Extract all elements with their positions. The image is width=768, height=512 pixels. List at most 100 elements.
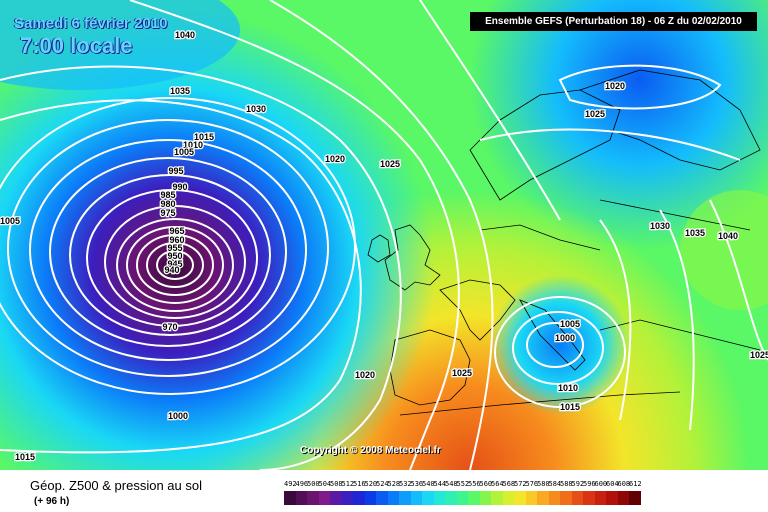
isobar-label: 990 <box>172 182 187 192</box>
scale-swatch <box>537 491 549 505</box>
scale-value: 496 <box>295 480 309 488</box>
scale-value: 600 <box>594 480 608 488</box>
scale-swatch <box>341 491 353 505</box>
scale-swatch <box>617 491 629 505</box>
scale-swatch <box>376 491 388 505</box>
scale-swatch <box>353 491 365 505</box>
scale-value: 572 <box>514 480 527 488</box>
isobar-label: 1000 <box>168 411 188 421</box>
isobar-label: 1010 <box>558 383 578 393</box>
scale-swatch <box>479 491 491 505</box>
scale-swatch <box>468 491 480 505</box>
scale-value: 544 <box>433 480 447 488</box>
scale-swatch <box>364 491 376 505</box>
isobar-label: 1010 <box>183 140 203 150</box>
scale-value: 568 <box>502 480 516 488</box>
scale-value: 560 <box>479 480 493 488</box>
scale-value: 500 <box>307 480 320 488</box>
scale-swatch <box>560 491 572 505</box>
isobar-label: 1000 <box>555 333 575 343</box>
scale-value: 580 <box>537 480 550 488</box>
isobar-label: 1015 <box>194 132 214 142</box>
scale-value: 524 <box>376 480 389 488</box>
isobar-label: 1035 <box>170 86 190 96</box>
scale-value: 512 <box>341 480 355 488</box>
legend-subtitle: (+ 96 h) <box>34 496 70 507</box>
scale-swatch <box>307 491 319 505</box>
scale-value: 532 <box>399 480 412 488</box>
isobar-label: 940 <box>164 265 179 275</box>
isobar-label: 980 <box>160 199 175 209</box>
scale-value: 504 <box>318 480 332 488</box>
legend-footer: Géop. Z500 & pression au sol (+ 96 h) 49… <box>0 470 768 512</box>
scale-swatch <box>491 491 503 505</box>
scale-swatch <box>330 491 342 505</box>
isobar-label: 1015 <box>15 452 35 462</box>
scale-value: 548 <box>445 480 458 488</box>
isobar-label: 1025 <box>452 368 472 378</box>
scale-value: 588 <box>560 480 573 488</box>
scale-value: 536 <box>410 480 424 488</box>
isobars <box>0 0 768 470</box>
isobar-label: 1025 <box>380 159 400 169</box>
scale-swatch <box>387 491 399 505</box>
forecast-date: Samedi 6 février 2010 <box>14 15 168 32</box>
scale-swatch <box>629 491 641 505</box>
weather-map: 1040103510301015101010059959909859809759… <box>0 0 768 470</box>
scale-swatch <box>594 491 606 505</box>
isobar-label: 995 <box>168 166 183 176</box>
scale-value: 528 <box>387 480 401 488</box>
isobar-label: 1020 <box>605 81 625 91</box>
isobar-label: 970 <box>162 322 177 332</box>
scale-swatch <box>571 491 583 505</box>
scale-value: 492 <box>284 480 297 488</box>
scale-value: 508 <box>330 480 343 488</box>
forecast-time: 7:00 locale <box>20 33 133 58</box>
scale-value: 520 <box>364 480 378 488</box>
scale-swatch <box>422 491 434 505</box>
isobar-label: 1035 <box>685 228 705 238</box>
isobar-label: 1030 <box>650 221 670 231</box>
scale-swatch <box>295 491 307 505</box>
isobar-labels: 1040103510301015101010059959909859809759… <box>0 29 768 464</box>
scale-value: 564 <box>491 480 504 488</box>
scale-swatch <box>606 491 618 505</box>
scale-swatch <box>548 491 560 505</box>
isobar-label: 1005 <box>0 216 20 226</box>
scale-swatch <box>514 491 526 505</box>
scale-swatch <box>433 491 445 505</box>
isobar-label: 945 <box>167 259 182 269</box>
isobar-label: 960 <box>169 235 184 245</box>
coastlines <box>367 69 761 416</box>
isobar-label: 975 <box>160 208 175 218</box>
scale-value: 584 <box>548 480 562 488</box>
isobar-label: 1025 <box>585 109 605 119</box>
isobar-label: 1020 <box>355 370 375 380</box>
scale-value: 608 <box>617 480 631 488</box>
scale-swatch <box>445 491 457 505</box>
isobar-label: 1020 <box>325 154 345 164</box>
scale-swatch <box>284 491 296 505</box>
scale-value: 592 <box>571 480 585 488</box>
isobar-label: 1040 <box>718 231 738 241</box>
copyright-notice: Copyright © 2008 Meteociel.fr <box>300 445 441 456</box>
scale-value: 552 <box>456 480 470 488</box>
scale-swatch <box>456 491 468 505</box>
color-scale-bar <box>284 491 641 505</box>
legend-title: Géop. Z500 & pression au sol <box>30 478 202 493</box>
scale-value: 556 <box>468 480 481 488</box>
isobar-label: 965 <box>169 226 184 236</box>
isobar-label: 1005 <box>560 319 580 329</box>
isobar-label: 950 <box>167 251 182 261</box>
scale-swatch <box>318 491 330 505</box>
isobar-label: 1025 <box>750 350 768 360</box>
scale-value: 612 <box>629 480 642 488</box>
isobar-label: 1030 <box>246 104 266 114</box>
scale-value: 604 <box>606 480 619 488</box>
scale-swatch <box>525 491 537 505</box>
isobar-label: 1005 <box>174 147 194 157</box>
model-run-banner: Ensemble GEFS (Perturbation 18) - 06 Z d… <box>470 12 757 31</box>
isobar-label: 955 <box>167 243 182 253</box>
scale-value: 516 <box>353 480 366 488</box>
